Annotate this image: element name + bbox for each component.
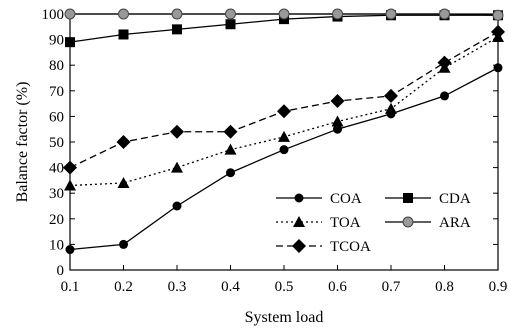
- x-tick-label: 0.3: [168, 279, 187, 295]
- data-point-cda: [172, 24, 182, 35]
- y-tick-label: 50: [49, 135, 64, 151]
- legend-marker: [293, 216, 305, 227]
- legend: COA CDA TOA ARA TCOA: [276, 191, 471, 255]
- data-point-coa: [279, 145, 289, 155]
- legend-label: COA: [330, 191, 362, 207]
- y-tick-label: 90: [49, 33, 64, 49]
- y-tick-label: 30: [49, 186, 64, 202]
- data-point-toa: [117, 176, 130, 188]
- axes: 0 10 20 30 40 50 60 70 80 90 100 0.1 0.2 0.3 0.4 0.5 0.6…: [42, 7, 508, 295]
- legend-item-ara: ARA: [385, 215, 471, 231]
- data-point-tcoa: [491, 24, 505, 39]
- x-tick-label: 0.7: [382, 279, 401, 295]
- y-tick-label: 70: [49, 84, 64, 100]
- series-ara: [64, 8, 504, 21]
- series-tcoa: [63, 24, 505, 175]
- data-point-cda: [225, 19, 236, 30]
- y-tick-label: 0: [57, 263, 65, 279]
- legend-item-toa: TOA: [276, 215, 361, 231]
- data-point-toa: [64, 179, 76, 191]
- data-point-cda: [65, 37, 75, 48]
- plot-frame: [69, 13, 499, 271]
- data-point-ara: [439, 8, 450, 20]
- x-tick-label: 0.8: [435, 279, 454, 295]
- y-tick-label: 60: [49, 109, 64, 125]
- data-point-coa: [333, 124, 342, 134]
- data-point-coa: [65, 245, 75, 255]
- x-tick-label: 0.1: [61, 279, 80, 295]
- x-tick-label: 0.4: [221, 279, 240, 295]
- legend-marker: [292, 239, 306, 253]
- series-line-coa: [69, 67, 499, 251]
- y-tick-label: 10: [49, 237, 64, 253]
- y-tick-label: 40: [49, 161, 64, 177]
- legend-item-cda: CDA: [385, 191, 471, 207]
- data-point-toa: [171, 161, 183, 173]
- data-point-toa: [278, 130, 290, 142]
- series-layer: [63, 8, 505, 255]
- data-point-cda: [118, 29, 129, 40]
- data-point-coa: [440, 91, 449, 101]
- legend-item-tcoa: TCOA: [276, 239, 371, 255]
- legend-label: CDA: [439, 191, 471, 207]
- legend-label: TCOA: [330, 239, 371, 255]
- y-tick-label: 80: [49, 58, 64, 74]
- data-point-tcoa: [384, 88, 398, 103]
- series-coa: [65, 63, 503, 255]
- series-toa: [64, 31, 504, 191]
- data-point-coa: [119, 239, 128, 249]
- data-point-ara: [171, 8, 183, 20]
- data-point-coa: [226, 168, 235, 178]
- data-point-coa: [172, 201, 182, 211]
- data-point-ara: [332, 8, 343, 20]
- data-point-tcoa: [116, 135, 131, 149]
- legend-label: ARA: [439, 215, 471, 231]
- legend-label: TOA: [330, 215, 361, 231]
- y-tick-label: 100: [42, 7, 65, 23]
- data-point-coa: [493, 63, 503, 73]
- data-point-tcoa: [437, 55, 452, 70]
- data-point-toa: [224, 143, 237, 155]
- data-point-toa: [385, 102, 397, 114]
- legend-marker: [294, 193, 304, 203]
- data-point-tcoa: [63, 160, 77, 175]
- y-axis-title: Balance factor (%): [14, 82, 31, 203]
- x-tick-label: 0.9: [489, 279, 508, 295]
- data-point-tcoa: [223, 124, 238, 139]
- x-tick-label: 0.6: [328, 279, 347, 295]
- x-axis-title: System load: [245, 309, 324, 326]
- data-point-toa: [331, 115, 344, 127]
- data-point-ara: [118, 8, 129, 20]
- legend-marker: [402, 216, 414, 228]
- legend-marker: [403, 193, 413, 203]
- data-point-ara: [492, 9, 504, 21]
- data-point-ara: [278, 8, 290, 20]
- y-tick-label: 20: [49, 212, 64, 228]
- data-point-ara: [385, 8, 397, 20]
- data-point-ara: [64, 8, 76, 20]
- x-tick-label: 0.2: [114, 279, 133, 295]
- data-point-tcoa: [170, 124, 184, 139]
- data-point-tcoa: [277, 104, 291, 119]
- data-point-ara: [225, 8, 236, 20]
- legend-item-coa: COA: [276, 191, 362, 207]
- x-tick-label: 0.5: [275, 279, 294, 295]
- data-point-tcoa: [330, 94, 345, 109]
